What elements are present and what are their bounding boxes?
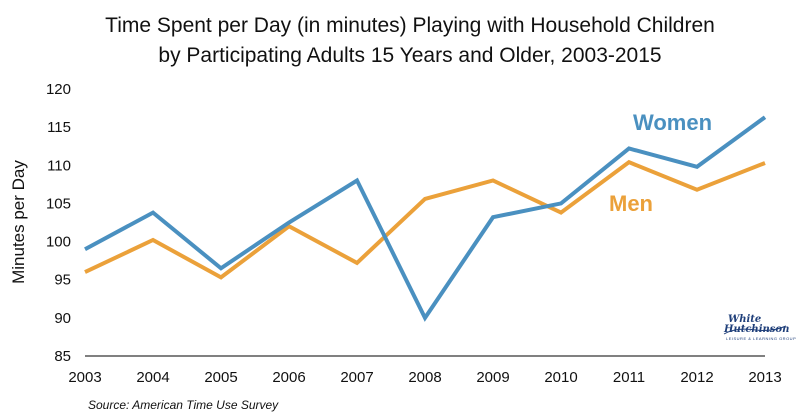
x-tick-label: 2009 <box>476 369 509 386</box>
y-tick-label: 100 <box>46 234 71 251</box>
x-axis-ticks: 2003 2004 2005 2006 2007 2008 2009 2010 2011 2012… <box>68 369 781 386</box>
y-tick-label: 120 <box>46 81 71 98</box>
series-lines <box>84 115 767 322</box>
x-tick-label: 2004 <box>136 369 169 386</box>
y-tick-label: 95 <box>54 272 71 289</box>
white-hutchinson-logo: White Hutchinson LEISURE & LEARNING GROU… <box>723 314 796 341</box>
x-tick-label: 2003 <box>68 369 101 386</box>
source-note: Source: American Time Use Survey <box>88 398 279 412</box>
x-tick-label: 2010 <box>544 369 577 386</box>
logo-swoosh <box>723 325 787 335</box>
y-tick-label: 110 <box>47 157 71 174</box>
x-tick-label: 2006 <box>272 369 305 386</box>
x-tick-label: 2011 <box>613 369 645 386</box>
y-tick-label: 90 <box>54 310 71 327</box>
x-tick-label: 2007 <box>340 369 373 386</box>
logo-text-white: White <box>728 314 761 325</box>
series-line-men <box>84 159 766 280</box>
y-tick-label: 105 <box>46 195 71 212</box>
x-tick-label: 2008 <box>408 369 441 386</box>
y-tick-label: 85 <box>54 348 71 365</box>
series-label-women: Women <box>633 110 712 135</box>
chart-title-line-1: Time Spent per Day (in minutes) Playing … <box>105 14 715 37</box>
series-line-women <box>84 115 767 322</box>
x-tick-label: 2013 <box>748 369 781 386</box>
logo-text-hutchinson: Hutchinson <box>723 324 789 335</box>
y-axis-label: Minutes per Day <box>9 160 28 284</box>
series-label-men: Men <box>609 191 653 216</box>
x-tick-label: 2012 <box>680 369 713 386</box>
chart-title-line-2: by Participating Adults 15 Years and Old… <box>158 44 661 67</box>
y-tick-label: 115 <box>47 119 71 136</box>
x-tick-label: 2005 <box>204 369 237 386</box>
y-axis-ticks: 85 90 95 100 105 110 115 120 <box>46 81 71 365</box>
logo-text-tagline: LEISURE & LEARNING GROUP <box>726 336 796 341</box>
